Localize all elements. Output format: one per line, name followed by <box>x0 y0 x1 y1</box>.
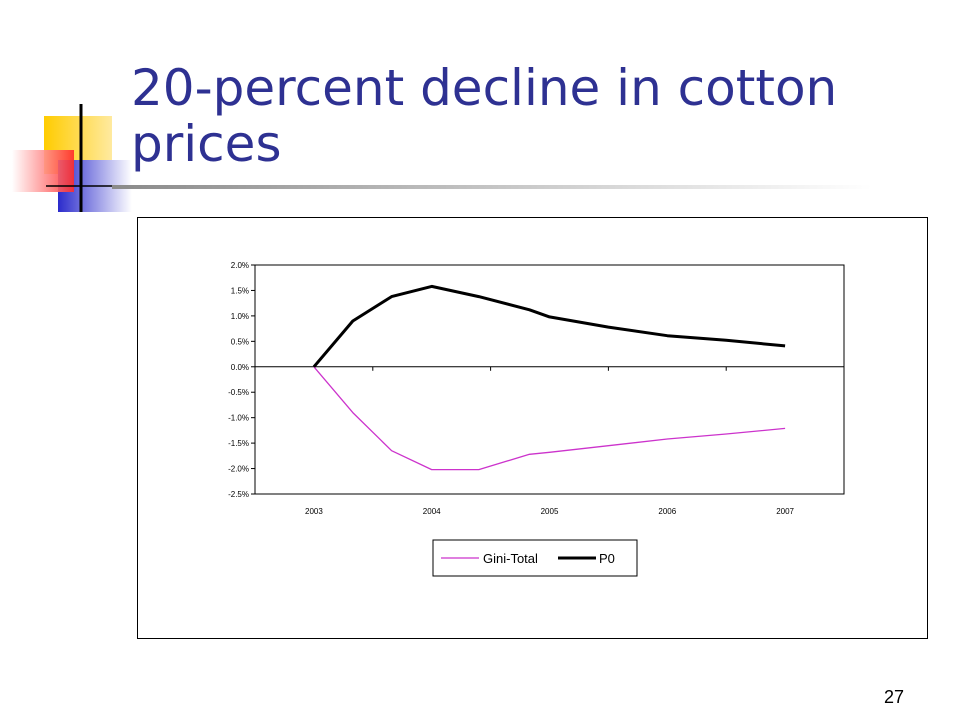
title-underline <box>112 185 872 189</box>
x-tick-label: 2007 <box>776 507 794 516</box>
chart: 2.0% 1.5% 1.0% 0.5% 0.0% -0.5% -1.0% -1.5% -2.0%… <box>228 261 845 577</box>
chart-frame: 2.0% 1.5% 1.0% 0.5% 0.0% -0.5% -1.0% -1.5% -2.0%… <box>137 217 928 639</box>
y-tick-label: -1.0% <box>228 414 249 423</box>
deco-red-square <box>12 150 74 192</box>
x-tick-label: 2005 <box>541 507 559 516</box>
series-line-p0 <box>312 284 786 368</box>
y-tick-label: -1.5% <box>228 439 249 448</box>
slide-number: 27 <box>883 687 904 707</box>
y-tick-label: -2.0% <box>228 465 249 474</box>
y-tick-label: 0.0% <box>231 363 249 372</box>
x-tick-label: 2006 <box>658 507 676 516</box>
legend-box <box>432 539 638 577</box>
legend-label: Gini-Total <box>483 551 538 566</box>
slide-title: 20-percent decline in cotton prices <box>131 59 838 173</box>
y-tick-label: 1.0% <box>231 312 249 321</box>
x-tick-label: 2004 <box>423 507 441 516</box>
y-tick-label: 1.5% <box>231 286 249 295</box>
y-tick-label: 0.5% <box>231 337 249 346</box>
x-tick-label: 2003 <box>305 507 323 516</box>
y-tick-label: 2.0% <box>231 261 249 270</box>
legend-label: P0 <box>599 551 615 566</box>
y-tick-label: -0.5% <box>228 388 249 397</box>
plot-area <box>254 264 845 495</box>
title-decoration <box>12 104 872 212</box>
y-tick-label: -2.5% <box>228 490 249 499</box>
series-line-gini-total <box>313 366 786 471</box>
